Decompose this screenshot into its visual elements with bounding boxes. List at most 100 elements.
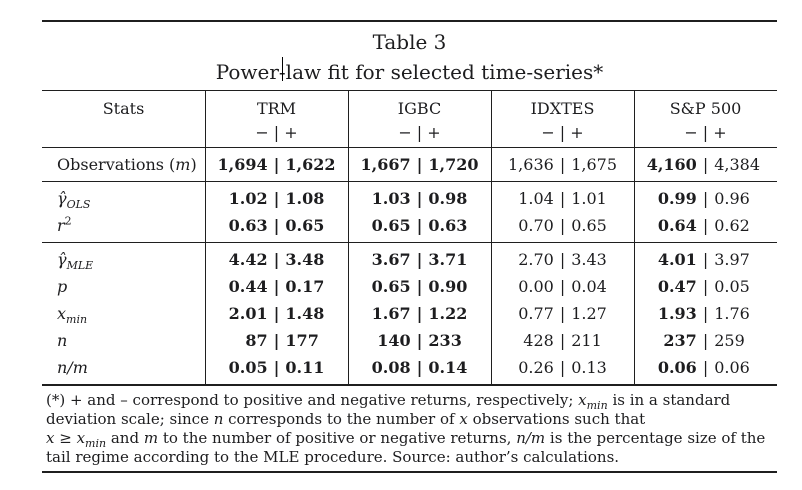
negative-value: 1,636	[508, 155, 554, 174]
positive-value: 3.97	[714, 250, 750, 269]
pipe-separator: |	[416, 250, 423, 269]
negative-value: 0.05	[228, 358, 268, 377]
positive-value: 1.01	[571, 189, 607, 208]
sign-label: − | +	[541, 123, 584, 142]
pipe-separator: |	[702, 155, 709, 174]
negative-value: 1.02	[228, 189, 268, 208]
document-table: Table 3 Power-law fit for selected time-…	[42, 20, 777, 473]
table-section: Observations (m) 1,694 | 1,622 1,667 | 1,720…	[42, 148, 777, 182]
pipe-separator: |	[702, 250, 709, 269]
value-cell: 1.02 | 1.08	[205, 189, 348, 208]
column-header-igbc: IGBC − | +	[348, 96, 491, 144]
positive-value: 177	[285, 331, 319, 350]
positive-value: 1.76	[714, 304, 750, 323]
negative-value: 0.26	[518, 358, 554, 377]
pipe-separator: |	[416, 304, 423, 323]
negative-value: 2.70	[518, 250, 554, 269]
value-cell: 1.03 | 0.98	[348, 189, 491, 208]
value-cell: 1.04 | 1.01	[491, 189, 634, 208]
pipe-separator: |	[702, 304, 709, 323]
value-cell: 0.70 | 0.65	[491, 216, 634, 235]
positive-value: 1.48	[285, 304, 325, 323]
negative-value: 1,694	[217, 155, 268, 174]
text-cursor	[281, 57, 284, 81]
positive-value: 259	[714, 331, 745, 350]
sign-label: − | +	[255, 123, 298, 142]
value-cell: 0.26 | 0.13	[491, 358, 634, 377]
table-subtitle: Power-law fit for selected time-series*	[42, 56, 777, 90]
positive-value: 0.65	[571, 216, 607, 235]
row-label: p	[57, 277, 68, 296]
pipe-separator: |	[702, 277, 709, 296]
positive-value: 0.63	[428, 216, 468, 235]
table-title: Table 3	[372, 30, 447, 54]
positive-value: 0.96	[714, 189, 750, 208]
pipe-separator: |	[416, 358, 423, 377]
pipe-separator: |	[559, 277, 566, 296]
negative-value: 1.04	[518, 189, 554, 208]
negative-value: 237	[663, 331, 697, 350]
value-cell: 237 | 259	[634, 331, 777, 350]
positive-value: 0.65	[285, 216, 325, 235]
value-cell: 1,636 | 1,675	[491, 155, 634, 174]
pipe-separator: |	[702, 189, 709, 208]
top-rule	[42, 20, 777, 22]
positive-value: 3.43	[571, 250, 607, 269]
positive-value: 0.14	[428, 358, 468, 377]
value-cell: 0.44 | 0.17	[205, 277, 348, 296]
pipe-separator: |	[273, 358, 280, 377]
negative-value: 0.70	[518, 216, 554, 235]
negative-value: 1.67	[371, 304, 411, 323]
negative-value: 0.65	[371, 277, 411, 296]
pipe-separator: |	[273, 216, 280, 235]
column-divider	[205, 91, 206, 386]
negative-value: 3.67	[371, 250, 411, 269]
value-cell: 4.42 | 3.48	[205, 250, 348, 269]
pipe-separator: |	[559, 304, 566, 323]
sign-label: − | +	[398, 123, 441, 142]
positive-value: 3.48	[285, 250, 325, 269]
footnote-line: deviation scale; since n corresponds to …	[46, 410, 646, 428]
negative-value: 0.06	[657, 358, 697, 377]
pipe-separator: |	[559, 155, 566, 174]
positive-value: 0.05	[714, 277, 750, 296]
value-cell: 0.05 | 0.11	[205, 358, 348, 377]
column-divider	[348, 91, 349, 386]
value-cell: 3.67 | 3.71	[348, 250, 491, 269]
table-row: n/m 0.05 | 0.11 0.08 | 0.14 0.26 | 0.13 0.06 | 0…	[42, 354, 777, 381]
table-row: n 87 | 177 140 | 233 428 | 211 237 | 259	[42, 327, 777, 354]
subtitle-text-before: Power	[215, 60, 279, 84]
negative-value: 0.44	[228, 277, 268, 296]
table-row: p 0.44 | 0.17 0.65 | 0.90 0.00 | 0.04 0.47 | 0.0…	[42, 273, 777, 300]
row-label: n	[57, 331, 68, 350]
pipe-separator: |	[416, 331, 423, 350]
row-label: Observations (m)	[57, 155, 197, 174]
stats-header: Stats	[102, 99, 145, 118]
value-cell: 0.99 | 0.96	[634, 189, 777, 208]
negative-value: 4.01	[657, 250, 697, 269]
table-section: γ̂OLS 1.02 | 1.08 1.03 | 0.98 1.04 | 1.01 0.99…	[42, 182, 777, 243]
footnote-text: (*) + and – correspond to positive and n…	[46, 391, 773, 467]
table-row: γ̂OLS 1.02 | 1.08 1.03 | 0.98 1.04 | 1.01 0.99…	[42, 185, 777, 212]
value-cell: 140 | 233	[348, 331, 491, 350]
footnote-line: (*) + and – correspond to positive and n…	[46, 391, 731, 412]
negative-value: 0.47	[657, 277, 697, 296]
value-cell: 2.70 | 3.43	[491, 250, 634, 269]
positive-value: 0.90	[428, 277, 468, 296]
pipe-separator: |	[559, 189, 566, 208]
value-cell: 0.08 | 0.14	[348, 358, 491, 377]
positive-value: 1.08	[285, 189, 325, 208]
table-row: xmin 2.01 | 1.48 1.67 | 1.22 0.77 | 1.27 1.93 |…	[42, 300, 777, 327]
pipe-separator: |	[273, 331, 280, 350]
pipe-separator: |	[559, 216, 566, 235]
value-cell: 1,694 | 1,622	[205, 155, 348, 174]
value-cell: 0.00 | 0.04	[491, 277, 634, 296]
positive-value: 1.27	[571, 304, 607, 323]
positive-value: 0.06	[714, 358, 750, 377]
value-cell: 0.64 | 0.62	[634, 216, 777, 235]
positive-value: 233	[428, 331, 462, 350]
table-row: γ̂MLE 4.42 | 3.48 3.67 | 3.71 2.70 | 3.43 4.01…	[42, 246, 777, 273]
negative-value: 4,160	[646, 155, 697, 174]
positive-value: 211	[571, 331, 602, 350]
